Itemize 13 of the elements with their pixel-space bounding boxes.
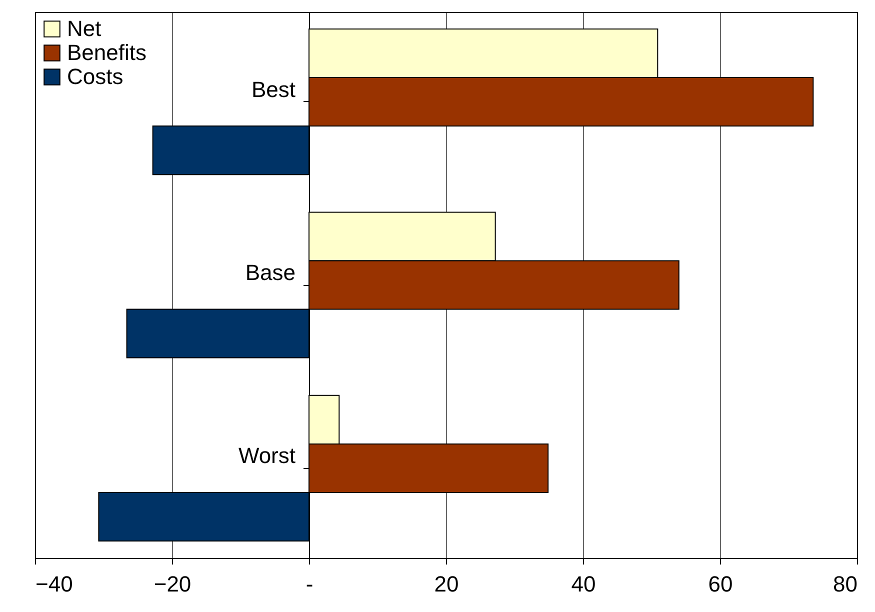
x-tick-label: 20	[434, 572, 459, 596]
y-tick-label: Best	[251, 76, 296, 102]
legend-label: Benefits	[67, 40, 146, 65]
x-tick-label: 60	[708, 572, 733, 596]
x-tick-label: 80	[833, 572, 858, 596]
x-tick-label: −20	[154, 572, 192, 596]
legend-label: Net	[67, 16, 102, 41]
x-tick-label: 40	[571, 572, 596, 596]
x-tick-label: -	[306, 572, 314, 596]
y-tick-label: Base	[245, 260, 296, 285]
y-tick-label: Worst	[238, 443, 296, 468]
x-tick-label: −40	[36, 572, 73, 596]
legend-label: Costs	[67, 64, 124, 89]
